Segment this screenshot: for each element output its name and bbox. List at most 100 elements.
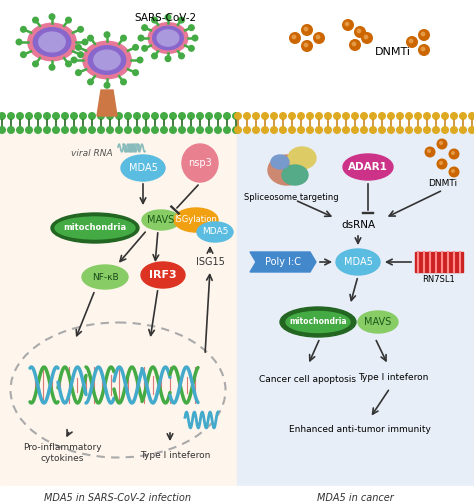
Circle shape [88,79,93,85]
Text: Enhanced anti-tumor immunity: Enhanced anti-tumor immunity [289,426,431,435]
Circle shape [121,35,126,41]
Text: ISG15: ISG15 [196,257,224,267]
Text: NF-κB: NF-κB [91,273,118,282]
Text: MDA5 in SARS-CoV-2 infection: MDA5 in SARS-CoV-2 infection [45,493,191,503]
Circle shape [450,112,458,120]
Circle shape [451,169,455,173]
Circle shape [301,24,313,36]
Circle shape [396,112,404,120]
Circle shape [351,126,359,134]
Circle shape [448,166,459,178]
Ellipse shape [282,165,308,185]
Circle shape [97,126,105,134]
Circle shape [261,112,269,120]
Circle shape [459,112,467,120]
Circle shape [25,112,33,120]
Ellipse shape [280,307,356,337]
Circle shape [0,126,6,134]
Ellipse shape [153,26,183,50]
Circle shape [356,29,361,33]
Circle shape [468,112,474,120]
Circle shape [133,112,141,120]
Circle shape [34,112,42,120]
Circle shape [232,112,240,120]
Text: nsp3: nsp3 [188,158,212,168]
Circle shape [25,126,33,134]
Text: MDA5: MDA5 [344,257,373,267]
Circle shape [297,112,305,120]
Circle shape [451,151,455,155]
Bar [0,486,474,503]
Circle shape [333,126,341,134]
Circle shape [369,126,377,134]
Circle shape [425,146,436,157]
Circle shape [152,53,157,59]
Circle shape [432,126,440,134]
Circle shape [360,126,368,134]
Circle shape [34,126,42,134]
Circle shape [270,112,278,120]
Circle shape [104,32,110,38]
Circle shape [71,57,77,63]
Circle shape [76,70,81,75]
Circle shape [252,126,260,134]
Circle shape [223,112,231,120]
Circle shape [97,112,105,120]
Circle shape [79,126,87,134]
Circle shape [133,70,138,75]
Circle shape [369,112,377,120]
Circle shape [378,112,386,120]
Ellipse shape [28,23,76,61]
Text: DNMTi: DNMTi [375,47,411,57]
Circle shape [43,112,51,120]
Circle shape [165,56,171,61]
Circle shape [214,126,222,134]
Ellipse shape [142,210,180,230]
Bar [415,252,463,272]
Circle shape [279,126,287,134]
Ellipse shape [51,213,139,243]
Circle shape [7,112,15,120]
Circle shape [261,126,269,134]
Text: MDA5: MDA5 [128,163,157,173]
Circle shape [354,26,366,38]
Ellipse shape [94,50,120,70]
Ellipse shape [343,154,393,180]
Circle shape [342,112,350,120]
Circle shape [349,39,361,51]
Circle shape [196,112,204,120]
Circle shape [187,112,195,120]
Ellipse shape [148,23,188,53]
Circle shape [76,45,81,50]
Polygon shape [250,252,316,272]
Circle shape [137,57,143,63]
Circle shape [243,112,251,120]
Text: Pro-inflammatory
cytokines: Pro-inflammatory cytokines [23,443,101,463]
Ellipse shape [83,41,131,78]
Circle shape [292,35,296,39]
Ellipse shape [336,249,380,275]
Circle shape [232,126,240,134]
Text: mitochondria: mitochondria [289,317,347,326]
Ellipse shape [197,222,233,242]
Circle shape [279,112,287,120]
Circle shape [270,126,278,134]
Circle shape [124,126,132,134]
Circle shape [306,112,314,120]
Text: RN7SL1: RN7SL1 [423,275,456,284]
Circle shape [406,36,418,48]
Ellipse shape [271,155,289,169]
Ellipse shape [121,155,165,181]
Circle shape [70,112,78,120]
Text: Poly I:C: Poly I:C [265,257,301,267]
Bar [0,0,474,128]
Circle shape [179,53,184,59]
Text: MAVS: MAVS [147,215,174,225]
Ellipse shape [182,144,218,182]
Circle shape [223,126,231,134]
Circle shape [152,17,157,23]
Circle shape [0,112,6,120]
Ellipse shape [88,46,126,74]
Text: MDA5: MDA5 [202,227,228,236]
Circle shape [387,126,395,134]
